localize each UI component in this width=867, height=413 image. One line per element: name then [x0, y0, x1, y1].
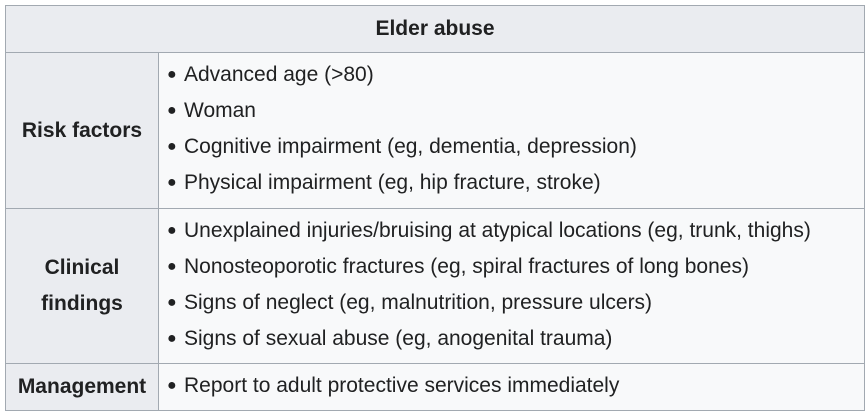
list-item-text: Physical impairment (eg, hip fracture, s…: [184, 171, 601, 194]
list-item-text: Cognitive impairment (eg, dementia, depr…: [184, 135, 637, 158]
list-item: ● Unexplained injuries/bruising at atypic…: [163, 213, 864, 249]
bullet-icon: ●: [167, 294, 177, 311]
list-item: ● Report to adult protective services imm…: [163, 368, 864, 404]
row-header-line: findings: [41, 292, 123, 315]
table-row-risk-factors: Risk factors ● Advanced age (>80) ● Woman …: [5, 52, 865, 209]
row-header-line: Clinical: [44, 256, 120, 279]
bullet-icon: ●: [167, 330, 177, 347]
bullet-icon: ●: [167, 102, 177, 119]
list-item-text: Signs of neglect (eg, malnutrition, pres…: [184, 291, 653, 314]
list-item-text: Report to adult protective services imme…: [184, 374, 620, 397]
bullet-icon: ●: [167, 174, 177, 191]
row-content-clinical-findings: ● Unexplained injuries/bruising at atypic…: [158, 208, 865, 364]
row-content-management: ● Report to adult protective services imm…: [158, 363, 865, 411]
list-item: ● Advanced age (>80): [163, 57, 864, 93]
list-item: ● Cognitive impairment (eg, dementia, dep…: [163, 129, 864, 165]
row-content-risk-factors: ● Advanced age (>80) ● Woman ● Cognitive im…: [158, 52, 865, 209]
bullet-icon: ●: [167, 138, 177, 155]
list-item-text: Signs of sexual abuse (eg, anogenital tr…: [184, 327, 613, 350]
row-header-management: Management: [5, 363, 159, 411]
list-item: ● Nonosteoporotic fractures (eg, spiral f…: [163, 249, 864, 285]
bullet-icon: ●: [167, 66, 177, 83]
table-row-management: Management ● Report to adult protective s…: [5, 363, 865, 411]
table-row-clinical-findings: Clinical findings ● Unexplained injuries/…: [5, 208, 865, 364]
list-item: ● Signs of sexual abuse (eg, anogenital t…: [163, 321, 864, 357]
bullet-icon: ●: [167, 258, 177, 275]
list-item: ● Woman: [163, 93, 864, 129]
list-item: ● Physical impairment (eg, hip fracture, …: [163, 165, 864, 201]
list-item-text: Unexplained injuries/bruising at atypica…: [184, 219, 811, 242]
bullet-list: ● Report to adult protective services imm…: [163, 368, 864, 404]
bullet-list: ● Unexplained injuries/bruising at atypic…: [163, 213, 864, 357]
bullet-list: ● Advanced age (>80) ● Woman ● Cognitive im…: [163, 57, 864, 201]
list-item-text: Woman: [184, 99, 256, 122]
bullet-icon: ●: [167, 377, 177, 394]
list-item: ● Signs of neglect (eg, malnutrition, pre…: [163, 285, 864, 321]
row-header-clinical-findings: Clinical findings: [5, 208, 159, 364]
list-item-text: Nonosteoporotic fractures (eg, spiral fr…: [184, 255, 749, 278]
table-title: Elder abuse: [5, 5, 865, 53]
row-header-risk-factors: Risk factors: [5, 52, 159, 209]
bullet-icon: ●: [167, 222, 177, 239]
list-item-text: Advanced age (>80): [184, 63, 374, 86]
elder-abuse-table: Elder abuse Risk factors ● Advanced age (…: [5, 5, 865, 411]
table-title-row: Elder abuse: [5, 5, 865, 53]
